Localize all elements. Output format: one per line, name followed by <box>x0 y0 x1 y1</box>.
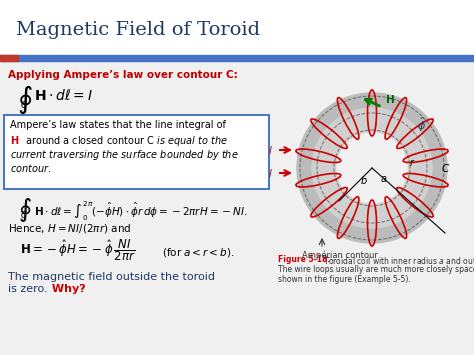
Text: Magnetic Field of Toroid: Magnetic Field of Toroid <box>16 21 260 39</box>
Bar <box>0 55 474 61</box>
Bar <box>0 0 474 55</box>
Text: $l$: $l$ <box>268 144 273 156</box>
Text: The wire loops usually are much more closely spaced than: The wire loops usually are much more clo… <box>278 265 474 274</box>
Text: $\oint$: $\oint$ <box>17 84 33 116</box>
Text: $\mathbf{H} = -\hat{\phi}H = -\hat{\phi}\,\dfrac{NI}{2\pi r}$: $\mathbf{H} = -\hat{\phi}H = -\hat{\phi}… <box>20 237 136 263</box>
Text: Ampere’s law states that the line integral of: Ampere’s law states that the line integr… <box>10 120 226 130</box>
Circle shape <box>297 93 447 243</box>
Text: $C$: $C$ <box>20 99 28 110</box>
Text: Toroidal coil with inner radius $a$ and outer radius $b$.: Toroidal coil with inner radius $a$ and … <box>321 255 474 266</box>
Text: $b$: $b$ <box>360 174 368 186</box>
FancyBboxPatch shape <box>4 115 269 189</box>
Text: $\mathit{current\ traversing\ the\ surface\ bounded\ by\ the}$: $\mathit{current\ traversing\ the\ surfa… <box>10 148 239 162</box>
Circle shape <box>337 133 407 203</box>
Text: $\hat{\phi}$: $\hat{\phi}$ <box>417 116 426 134</box>
Text: is zero.: is zero. <box>8 284 47 294</box>
Text: The magnetic field outside the toroid: The magnetic field outside the toroid <box>8 272 215 282</box>
Text: $l$: $l$ <box>268 167 273 179</box>
Text: $\mathit{contour.}$: $\mathit{contour.}$ <box>10 162 52 174</box>
Bar <box>0 61 474 355</box>
Text: Applying Ampere’s law over contour C:: Applying Ampere’s law over contour C: <box>8 70 238 80</box>
Text: around a closed contour C $\mathit{is\ equal\ to\ the}$: around a closed contour C $\mathit{is\ e… <box>22 134 228 148</box>
Text: Hence, $H = NI/(2\pi r)$ and: Hence, $H = NI/(2\pi r)$ and <box>8 222 131 235</box>
Text: $\mathbf{H}$: $\mathbf{H}$ <box>10 134 19 146</box>
Text: $\mathbf{H} \cdot d\ell = \int_{\,0}^{2\pi}(-\hat{\phi}H)\cdot\hat{\phi}r\,d\phi: $\mathbf{H} \cdot d\ell = \int_{\,0}^{2\… <box>34 199 247 223</box>
Text: Why?: Why? <box>48 284 86 294</box>
Text: shown in the figure (Example 5-5).: shown in the figure (Example 5-5). <box>278 275 411 284</box>
Text: $C$: $C$ <box>20 209 28 220</box>
Bar <box>0 55 18 61</box>
Text: $\oint$: $\oint$ <box>18 196 32 224</box>
Text: Ampérian contour: Ampérian contour <box>302 251 378 261</box>
Text: H: H <box>386 95 395 105</box>
Text: $a$: $a$ <box>380 174 387 184</box>
Circle shape <box>312 108 432 228</box>
Text: $\mathbf{H} \cdot d\ell = I$: $\mathbf{H} \cdot d\ell = I$ <box>34 88 93 103</box>
Text: (for $a < r < b$).: (for $a < r < b$). <box>162 246 235 259</box>
Text: $r$: $r$ <box>409 158 416 169</box>
Text: $C$: $C$ <box>441 162 450 174</box>
Text: Figure 5-18:: Figure 5-18: <box>278 255 330 264</box>
